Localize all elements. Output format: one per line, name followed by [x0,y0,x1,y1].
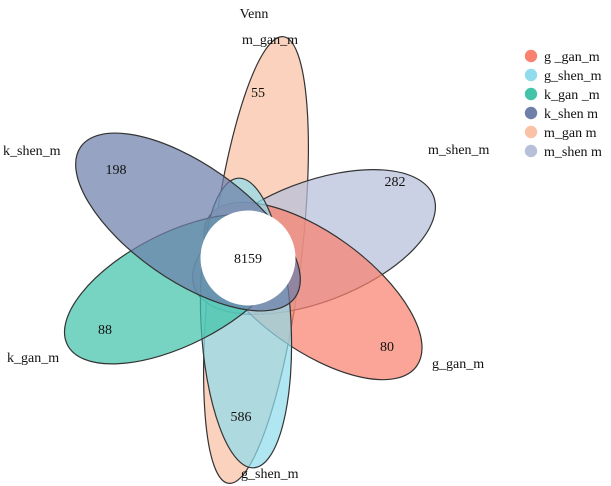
set-label-m_gan_m: m_gan_m [242,33,298,48]
legend-marker-k_shen_m [524,106,538,120]
legend-marker-m_shen_m [524,144,538,158]
set-value-k_shen_m: 198 [106,163,127,178]
legend-label-k_gan_m: k_gan _m [544,88,600,103]
set-value-g_shen_m: 586 [231,410,252,425]
legend-marker-g_gan_m [524,49,538,63]
legend-marker-m_gan_m [524,125,538,139]
chart-title: Venn [240,7,269,22]
legend: g _gan_m g_shen_m k_gan _m k_shen m m_gan m m… [524,49,602,160]
set-label-g_gan_m: g_gan_m [432,357,484,372]
set-label-k_shen_m: k_shen_m [3,144,61,159]
set-value-k_gan_m: 88 [98,323,112,338]
set-value-m_gan_m: 55 [251,86,265,101]
legend-label-g_gan_m: g _gan_m [544,50,600,65]
set-label-m_shen_m: m_shen_m [428,143,490,158]
legend-marker-k_gan_m [524,87,538,101]
set-label-g_shen_m: g_shen_m [241,467,299,482]
legend-marker-g_shen_m [524,68,538,82]
center-region [200,210,296,306]
center-value: 8159 [234,252,262,267]
set-value-g_gan_m: 80 [380,340,394,355]
set-label-k_gan_m: k_gan_m [7,351,59,366]
venn-labels: m_gan_m 55 m_shen_m 282 g_gan_m 80 g_shen_m 586… [3,33,490,482]
legend-label-k_shen_m: k_shen m [544,107,598,122]
legend-label-m_shen_m: m_shen m [544,145,602,160]
legend-label-g_shen_m: g_shen_m [544,69,602,84]
legend-label-m_gan_m: m_gan m [544,126,597,141]
set-value-m_shen_m: 282 [385,175,406,190]
